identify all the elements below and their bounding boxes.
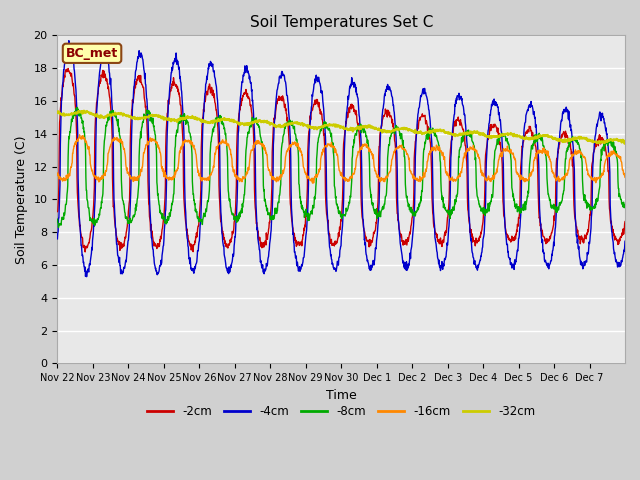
Title: Soil Temperatures Set C: Soil Temperatures Set C [250,15,433,30]
Legend: -2cm, -4cm, -8cm, -16cm, -32cm: -2cm, -4cm, -8cm, -16cm, -32cm [143,401,540,423]
X-axis label: Time: Time [326,389,356,402]
Y-axis label: Soil Temperature (C): Soil Temperature (C) [15,135,28,264]
Text: BC_met: BC_met [66,47,118,60]
